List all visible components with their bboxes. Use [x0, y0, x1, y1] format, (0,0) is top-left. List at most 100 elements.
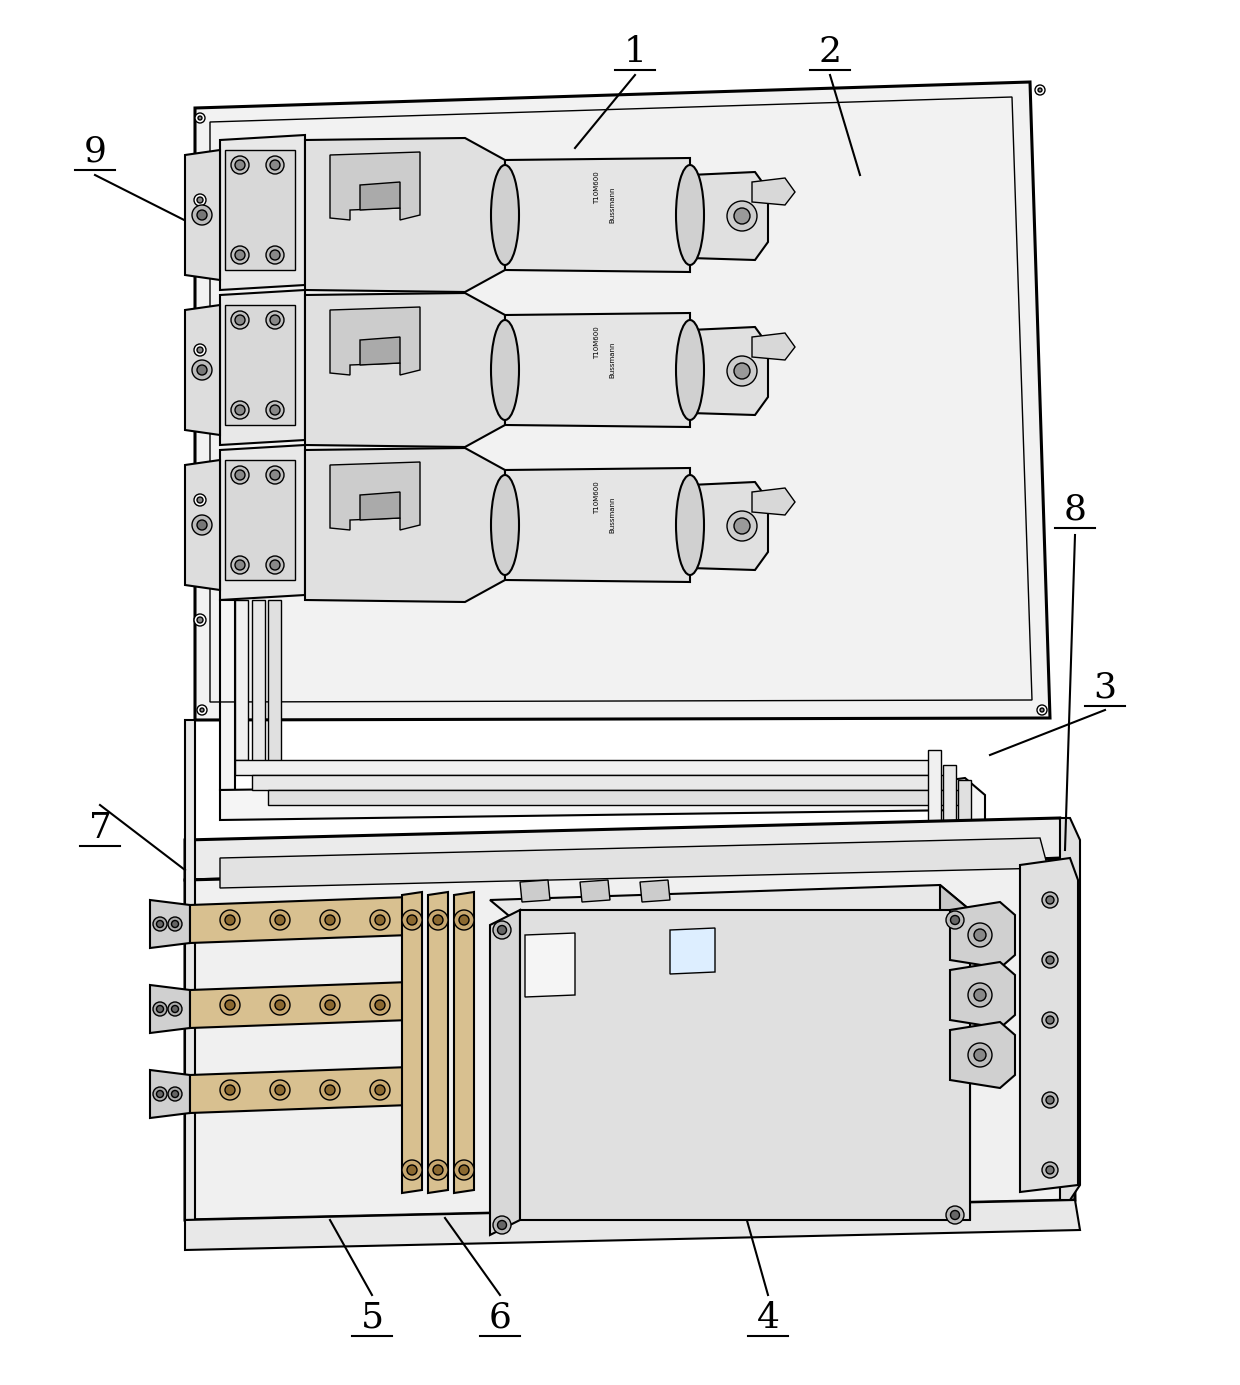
Ellipse shape: [734, 363, 750, 379]
Ellipse shape: [734, 518, 750, 535]
Polygon shape: [950, 963, 1016, 1028]
Polygon shape: [689, 327, 768, 415]
Ellipse shape: [270, 470, 280, 481]
Ellipse shape: [236, 314, 246, 325]
Ellipse shape: [407, 1165, 417, 1174]
Ellipse shape: [459, 915, 469, 925]
Ellipse shape: [224, 1084, 236, 1096]
Bar: [224, 305, 295, 425]
Polygon shape: [490, 910, 520, 1235]
Ellipse shape: [374, 1084, 384, 1096]
Polygon shape: [219, 780, 965, 820]
Ellipse shape: [454, 1161, 474, 1180]
Ellipse shape: [494, 921, 511, 939]
Bar: [236, 600, 248, 760]
Ellipse shape: [236, 560, 246, 571]
Ellipse shape: [1035, 84, 1045, 96]
Ellipse shape: [171, 1090, 179, 1097]
Polygon shape: [330, 307, 420, 375]
Ellipse shape: [497, 925, 506, 935]
Ellipse shape: [275, 1000, 285, 1010]
Polygon shape: [185, 305, 219, 435]
Polygon shape: [950, 1022, 1016, 1089]
Ellipse shape: [676, 165, 704, 265]
Ellipse shape: [951, 1210, 960, 1220]
Ellipse shape: [270, 560, 280, 571]
Ellipse shape: [374, 1000, 384, 1010]
Ellipse shape: [267, 555, 284, 573]
Ellipse shape: [1042, 1091, 1058, 1108]
Text: 5: 5: [361, 1301, 383, 1335]
Ellipse shape: [1042, 1012, 1058, 1028]
Polygon shape: [940, 885, 970, 1220]
Ellipse shape: [1038, 89, 1042, 91]
Ellipse shape: [270, 910, 290, 929]
Polygon shape: [185, 720, 195, 1220]
Ellipse shape: [973, 989, 986, 1001]
Ellipse shape: [197, 366, 207, 375]
Polygon shape: [185, 819, 1070, 879]
Ellipse shape: [236, 404, 246, 415]
Ellipse shape: [727, 356, 756, 386]
Ellipse shape: [459, 1165, 469, 1174]
Polygon shape: [1060, 819, 1080, 1199]
Ellipse shape: [734, 208, 750, 224]
Polygon shape: [1021, 857, 1078, 1192]
Ellipse shape: [192, 360, 212, 379]
Text: c: c: [877, 1096, 883, 1105]
Ellipse shape: [1047, 1017, 1054, 1024]
Ellipse shape: [231, 465, 249, 483]
Ellipse shape: [167, 1087, 182, 1101]
Ellipse shape: [727, 511, 756, 542]
Ellipse shape: [197, 197, 203, 204]
Ellipse shape: [1047, 896, 1054, 904]
Polygon shape: [580, 879, 610, 902]
Ellipse shape: [1047, 1096, 1054, 1104]
Ellipse shape: [270, 1080, 290, 1100]
Ellipse shape: [270, 404, 280, 415]
Ellipse shape: [370, 1080, 391, 1100]
Ellipse shape: [370, 994, 391, 1015]
Ellipse shape: [676, 475, 704, 575]
Ellipse shape: [195, 114, 205, 123]
Polygon shape: [360, 181, 401, 211]
Ellipse shape: [156, 1090, 164, 1097]
Text: 8: 8: [1064, 493, 1086, 528]
Polygon shape: [185, 150, 219, 280]
Polygon shape: [190, 1066, 410, 1114]
Ellipse shape: [973, 1048, 986, 1061]
Polygon shape: [185, 460, 219, 590]
Polygon shape: [751, 488, 795, 515]
Text: 1: 1: [624, 35, 646, 69]
Ellipse shape: [236, 470, 246, 481]
Text: 3: 3: [1094, 670, 1116, 705]
Ellipse shape: [275, 1084, 285, 1096]
Polygon shape: [428, 892, 448, 1192]
Ellipse shape: [153, 917, 167, 931]
Ellipse shape: [224, 915, 236, 925]
Ellipse shape: [320, 994, 340, 1015]
Ellipse shape: [325, 1000, 335, 1010]
Polygon shape: [219, 838, 1048, 888]
Text: Bussmann: Bussmann: [609, 187, 615, 223]
Polygon shape: [330, 152, 420, 220]
Ellipse shape: [219, 994, 241, 1015]
Ellipse shape: [433, 915, 443, 925]
Polygon shape: [454, 892, 474, 1192]
Ellipse shape: [167, 1001, 182, 1017]
Polygon shape: [195, 82, 1050, 720]
Ellipse shape: [219, 910, 241, 929]
Ellipse shape: [1042, 951, 1058, 968]
Ellipse shape: [192, 515, 212, 535]
Polygon shape: [305, 138, 505, 292]
Polygon shape: [520, 879, 551, 902]
Polygon shape: [150, 985, 190, 1033]
Ellipse shape: [200, 708, 205, 712]
Ellipse shape: [1042, 892, 1058, 909]
Ellipse shape: [325, 1084, 335, 1096]
Ellipse shape: [270, 161, 280, 170]
Bar: [959, 780, 971, 866]
Ellipse shape: [497, 1220, 506, 1230]
Polygon shape: [190, 897, 410, 943]
Polygon shape: [219, 289, 305, 445]
